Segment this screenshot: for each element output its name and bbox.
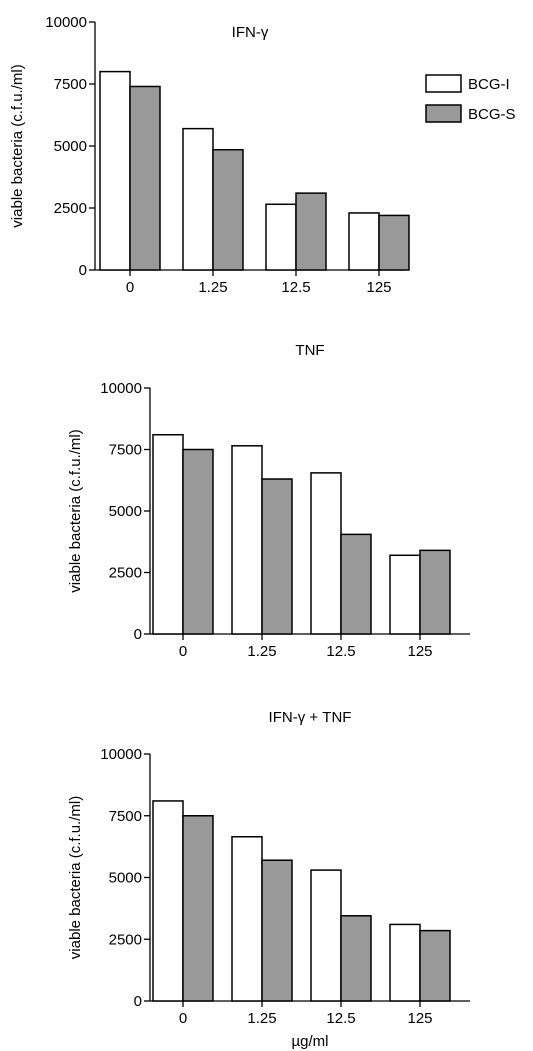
x-tick-label: 0	[126, 279, 134, 296]
bar-bcg-s-1	[182, 448, 214, 635]
bar-bcg-s-1	[182, 815, 214, 1002]
y-tick-label: 7500	[54, 76, 87, 93]
x-tick-label: 125	[407, 643, 432, 660]
chart-panel-2: TNF viable bacteria (c.f.u./ml) 0 2500 5000 7…	[67, 342, 470, 660]
y-tick-label: 5000	[109, 870, 142, 887]
x-tick-label: 125	[407, 1010, 432, 1027]
y-tick-label: 5000	[109, 503, 142, 520]
y-tick-label: 2500	[54, 200, 87, 217]
y-axis-label: viable bacteria (c.f.u./ml)	[67, 429, 84, 592]
x-tick-label: 12.5	[326, 1010, 355, 1027]
x-tick-label: 0	[179, 643, 187, 660]
bar-bcg-s-4	[378, 214, 410, 271]
chart-title: IFN-γ + TNF	[269, 709, 352, 726]
bar-bcg-i-4	[348, 212, 380, 271]
y-tick-label: 0	[79, 262, 87, 279]
y-tick-label: 10000	[45, 14, 87, 31]
bar-bcg-i-1	[99, 70, 131, 271]
y-tick-label: 5000	[54, 138, 87, 155]
chart-panel-3: IFN-γ + TNF viable bacteria (c.f.u./ml) 0 2…	[67, 709, 470, 1050]
chart-panel-1: IFN-γ viable bacteria (c.f.u./ml) 0 2500 500…	[9, 14, 410, 296]
y-axis-label: viable bacteria (c.f.u./ml)	[9, 64, 26, 227]
x-tick-label: 12.5	[326, 643, 355, 660]
y-axis-label: viable bacteria (c.f.u./ml)	[67, 796, 84, 959]
bar-bcg-i-3	[310, 472, 342, 635]
bar-bcg-i-1	[152, 433, 184, 635]
legend-swatch-bcg-s	[425, 104, 462, 123]
x-axis-label: µg/ml	[292, 1033, 329, 1050]
x-tick-label: 1.25	[198, 279, 227, 296]
bar-bcg-i-1	[152, 800, 184, 1002]
x-tick-label: 125	[366, 279, 391, 296]
x-tick-label: 0	[179, 1010, 187, 1027]
bar-bcg-i-2	[182, 127, 214, 271]
bar-bcg-s-4	[419, 549, 451, 635]
bar-bcg-i-2	[231, 445, 263, 635]
y-tick-label: 7500	[109, 808, 142, 825]
bar-bcg-s-3	[340, 915, 372, 1002]
x-tick-label: 1.25	[247, 643, 276, 660]
legend-label-bcg-s: BCG-S	[468, 106, 516, 123]
bar-bcg-s-2	[261, 478, 293, 635]
x-tick-label: 12.5	[281, 279, 310, 296]
legend-label-bcg-i: BCG-I	[468, 76, 510, 93]
bar-bcg-i-4	[389, 554, 421, 635]
bar-bcg-i-4	[389, 923, 421, 1002]
x-tick-label: 1.25	[247, 1010, 276, 1027]
y-tick-label: 10000	[100, 746, 142, 763]
chart-title: TNF	[295, 342, 324, 359]
y-tick-label: 7500	[109, 442, 142, 459]
y-tick-label: 0	[134, 626, 142, 643]
bar-bcg-s-3	[295, 192, 327, 271]
bar-bcg-i-3	[265, 203, 297, 271]
legend-swatch-bcg-i	[425, 74, 462, 93]
bar-bcg-s-2	[212, 148, 244, 271]
y-tick-label: 2500	[109, 931, 142, 948]
bar-bcg-s-2	[261, 859, 293, 1002]
bar-bcg-i-3	[310, 869, 342, 1002]
chart-title: IFN-γ	[232, 24, 269, 41]
legend: BCG-I BCG-S	[425, 74, 516, 123]
bar-bcg-i-2	[231, 835, 263, 1002]
bar-bcg-s-1	[129, 85, 161, 271]
y-tick-label: 0	[134, 993, 142, 1010]
y-tick-label: 10000	[100, 380, 142, 397]
bar-bcg-s-4	[419, 929, 451, 1002]
y-tick-label: 2500	[109, 565, 142, 582]
bar-bcg-s-3	[340, 533, 372, 635]
